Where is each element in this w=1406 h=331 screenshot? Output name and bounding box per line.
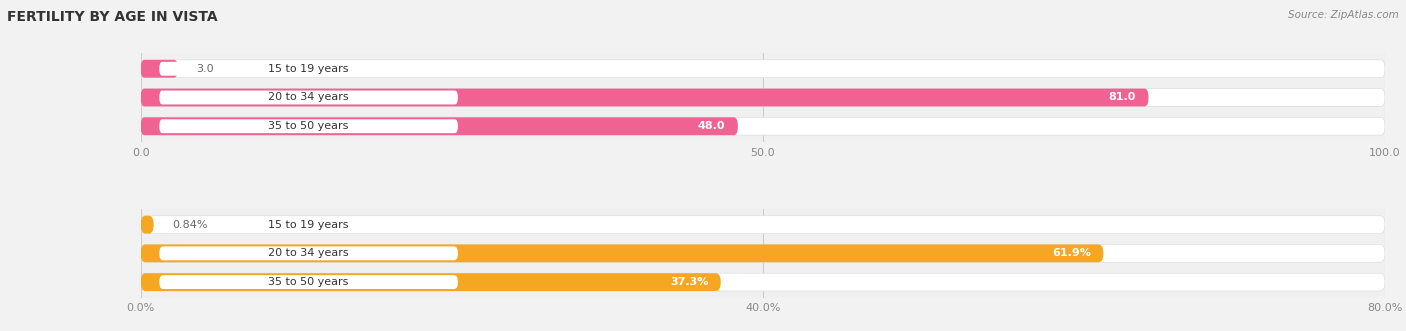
Text: 0.84%: 0.84% [173,220,208,230]
Text: 61.9%: 61.9% [1052,248,1091,259]
Text: Source: ZipAtlas.com: Source: ZipAtlas.com [1288,10,1399,20]
FancyBboxPatch shape [141,60,179,78]
Text: 20 to 34 years: 20 to 34 years [269,248,349,259]
FancyBboxPatch shape [141,60,1385,78]
Text: 20 to 34 years: 20 to 34 years [269,92,349,103]
FancyBboxPatch shape [159,91,458,105]
FancyBboxPatch shape [159,246,458,260]
Text: 35 to 50 years: 35 to 50 years [269,277,349,287]
FancyBboxPatch shape [159,62,458,76]
FancyBboxPatch shape [141,117,1385,135]
Text: 37.3%: 37.3% [669,277,709,287]
Text: FERTILITY BY AGE IN VISTA: FERTILITY BY AGE IN VISTA [7,10,218,24]
Text: 15 to 19 years: 15 to 19 years [269,64,349,74]
FancyBboxPatch shape [141,273,721,291]
Text: 48.0: 48.0 [697,121,725,131]
FancyBboxPatch shape [159,119,458,133]
FancyBboxPatch shape [141,89,1149,106]
FancyBboxPatch shape [141,245,1104,262]
Text: 35 to 50 years: 35 to 50 years [269,121,349,131]
FancyBboxPatch shape [141,273,1385,291]
Text: 81.0: 81.0 [1109,92,1136,103]
FancyBboxPatch shape [159,275,458,289]
Text: 15 to 19 years: 15 to 19 years [269,220,349,230]
FancyBboxPatch shape [141,117,738,135]
FancyBboxPatch shape [159,218,458,232]
Text: 3.0: 3.0 [197,64,214,74]
FancyBboxPatch shape [141,245,1385,262]
FancyBboxPatch shape [141,216,1385,234]
FancyBboxPatch shape [141,216,153,234]
FancyBboxPatch shape [141,89,1385,106]
